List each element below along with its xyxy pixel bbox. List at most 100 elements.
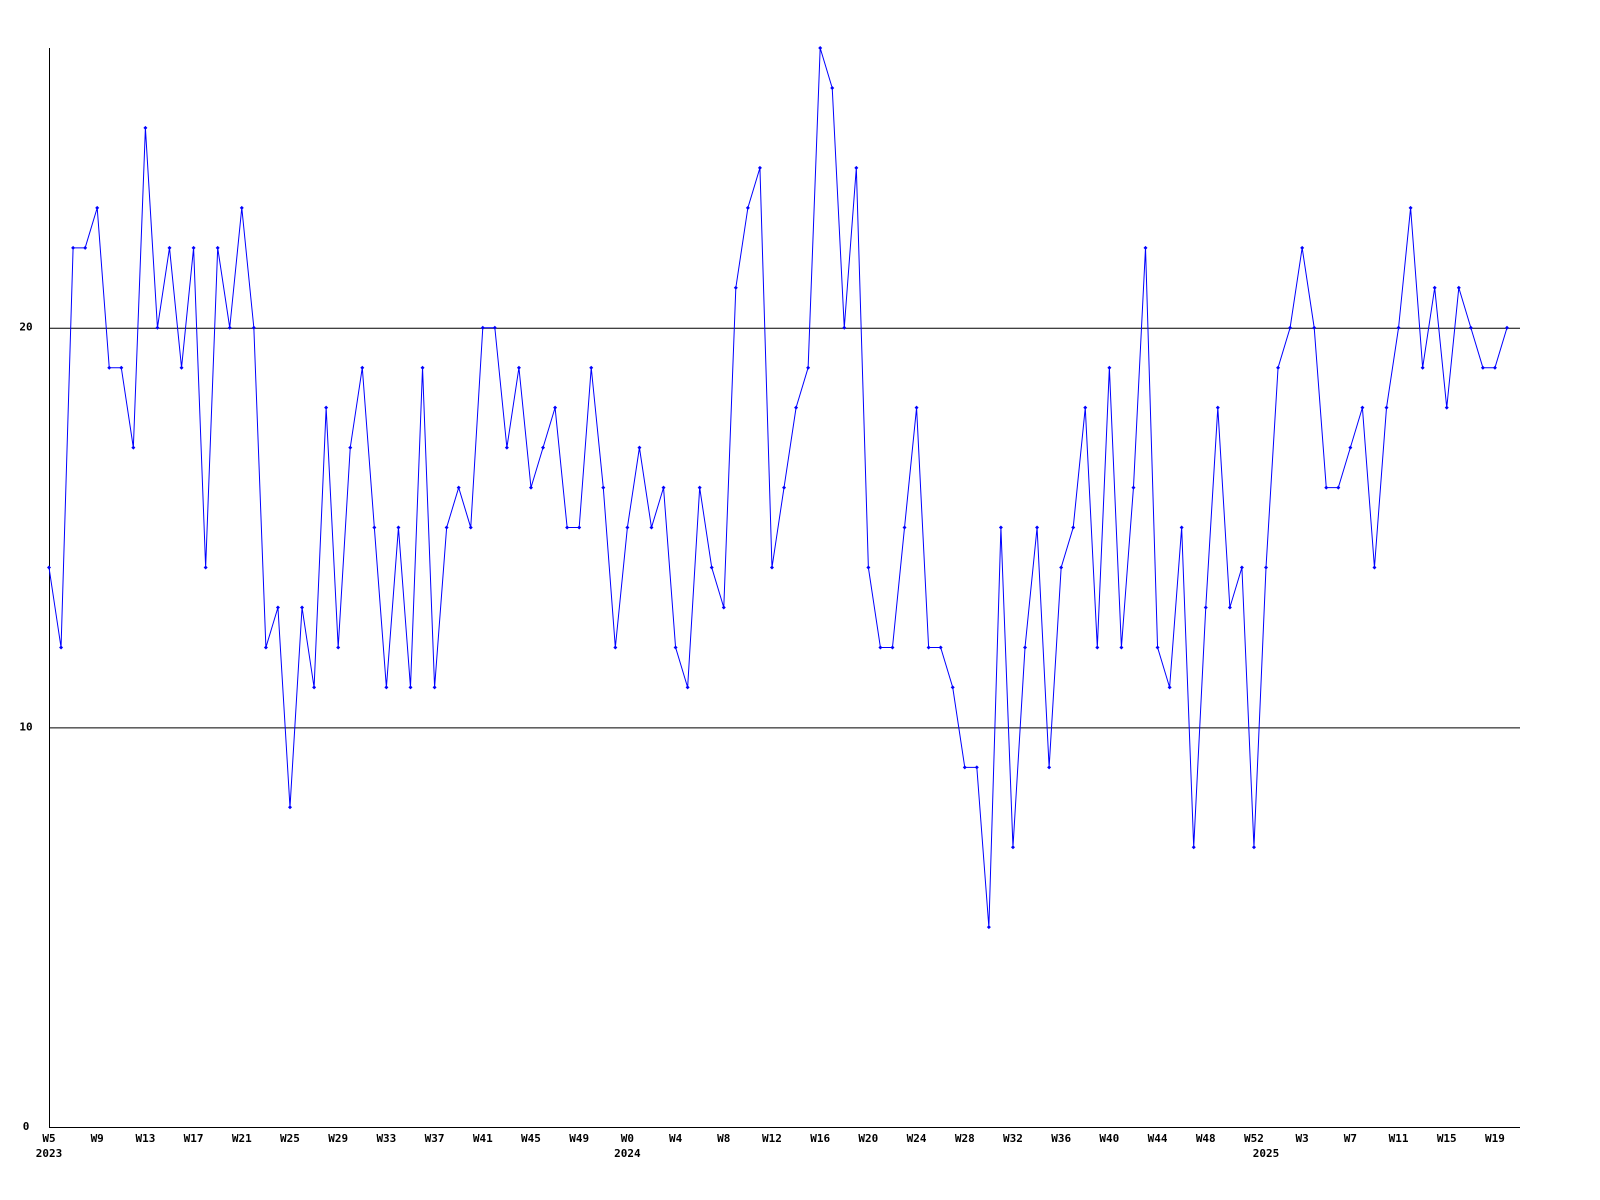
point: [275, 605, 280, 610]
point: [938, 645, 943, 650]
point: [1312, 325, 1317, 330]
point: [974, 765, 979, 770]
point: [95, 205, 100, 210]
point: [1324, 485, 1329, 490]
x-tick-label: W40: [1099, 1132, 1119, 1145]
point: [866, 565, 871, 570]
point: [312, 685, 317, 690]
point: [830, 85, 835, 90]
point: [1059, 565, 1064, 570]
point: [1336, 485, 1341, 490]
point: [47, 565, 51, 570]
x-tick-label: W25: [280, 1132, 300, 1145]
point: [673, 645, 678, 650]
point: [1203, 605, 1208, 610]
point: [1035, 525, 1040, 530]
point: [962, 765, 967, 770]
point: [709, 565, 714, 570]
point: [1468, 325, 1473, 330]
point: [432, 685, 437, 690]
x-tick-label: W9: [91, 1132, 104, 1145]
point: [553, 405, 558, 410]
line: [48, 47, 1508, 928]
point: [396, 525, 401, 530]
point: [1023, 645, 1028, 650]
x-tick-label: W32: [1003, 1132, 1023, 1145]
point: [203, 565, 208, 570]
point: [589, 365, 594, 370]
point: [733, 285, 738, 290]
y-tick-label: 10: [19, 720, 32, 733]
point: [1420, 365, 1425, 370]
point: [1408, 205, 1413, 210]
point: [1264, 565, 1269, 570]
point: [685, 685, 690, 690]
x-tick-label: W48: [1196, 1132, 1216, 1145]
x-tick-label: W0: [621, 1132, 634, 1145]
point: [384, 685, 389, 690]
x-tick-label: W37: [425, 1132, 445, 1145]
x-tick-label: W11: [1389, 1132, 1409, 1145]
x-tick-label: W8: [717, 1132, 730, 1145]
point: [107, 365, 112, 370]
point: [1215, 405, 1220, 410]
x-tick-label: W33: [376, 1132, 396, 1145]
point: [59, 645, 64, 650]
point: [1384, 405, 1389, 410]
point: [818, 46, 823, 50]
point: [902, 525, 907, 530]
point: [119, 365, 124, 370]
point: [697, 485, 702, 490]
point: [71, 245, 76, 250]
point: [745, 205, 750, 210]
year-label: 2025: [1253, 1147, 1280, 1160]
x-tick-label: W16: [810, 1132, 830, 1145]
point: [1191, 845, 1196, 850]
point: [661, 485, 666, 490]
point: [468, 525, 473, 530]
point: [263, 645, 268, 650]
x-tick-label: W45: [521, 1132, 541, 1145]
point: [155, 325, 160, 330]
point: [492, 325, 497, 330]
point: [251, 325, 256, 330]
point: [1010, 845, 1015, 850]
point: [227, 325, 232, 330]
point: [806, 365, 811, 370]
point: [1348, 445, 1353, 450]
x-tick-label: W15: [1437, 1132, 1457, 1145]
point: [444, 525, 449, 530]
y-tick-label: 0: [23, 1120, 30, 1133]
point: [998, 525, 1003, 530]
point: [456, 485, 461, 490]
x-tick-label: W17: [184, 1132, 204, 1145]
point: [372, 525, 377, 530]
year-label: 2024: [614, 1147, 641, 1160]
x-tick-label: W44: [1148, 1132, 1168, 1145]
point: [649, 525, 654, 530]
point: [516, 365, 521, 370]
x-tick-label: W49: [569, 1132, 589, 1145]
point: [324, 405, 329, 410]
point: [1107, 365, 1112, 370]
point: [1276, 365, 1281, 370]
point: [769, 565, 774, 570]
point: [336, 645, 341, 650]
point: [1396, 325, 1401, 330]
x-tick-label: W28: [955, 1132, 975, 1145]
point: [348, 445, 353, 450]
point: [1179, 525, 1184, 530]
x-tick-label: W41: [473, 1132, 493, 1145]
point: [239, 205, 244, 210]
x-tick-label: W5: [42, 1132, 55, 1145]
point: [950, 685, 955, 690]
point: [1083, 405, 1088, 410]
point: [1372, 565, 1377, 570]
x-tick-label: W19: [1485, 1132, 1505, 1145]
point: [721, 605, 726, 610]
point: [637, 445, 642, 450]
point: [1456, 285, 1461, 290]
year-label: 2023: [36, 1147, 63, 1160]
